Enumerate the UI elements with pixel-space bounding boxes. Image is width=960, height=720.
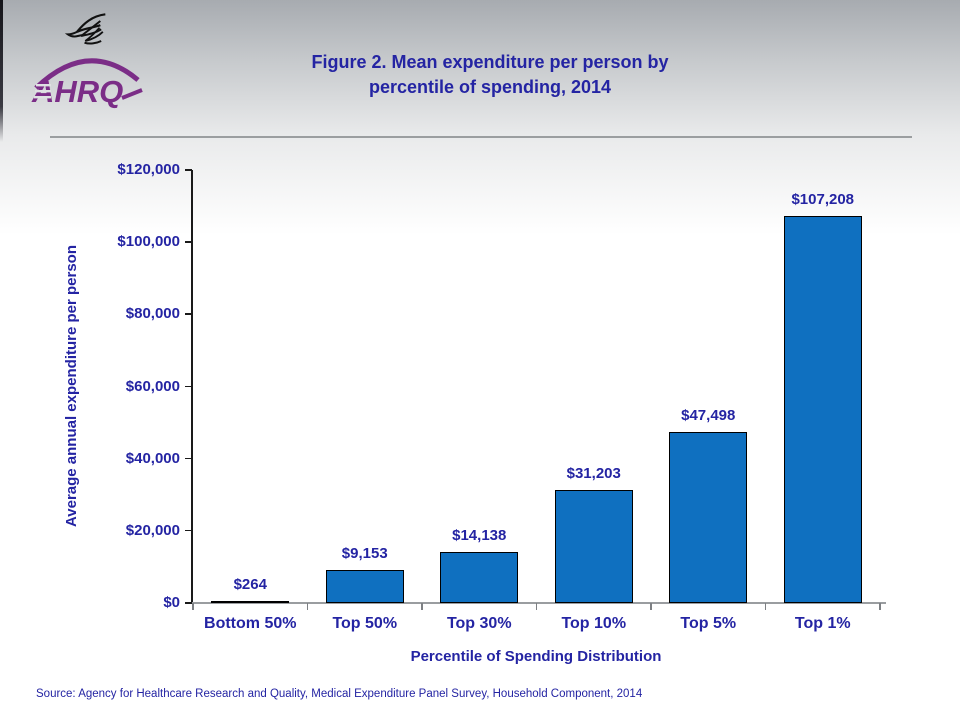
x-axis-title: Percentile of Spending Distribution <box>410 648 662 665</box>
x-axis-tick <box>879 603 881 610</box>
x-category-label: Top 50% <box>332 615 398 632</box>
hhs-eagle-icon <box>64 13 106 45</box>
x-axis-tick <box>192 603 194 610</box>
x-category-label: Top 1% <box>794 615 851 632</box>
y-tick-label: $100,000 <box>117 233 180 251</box>
source-note: Source: Agency for Healthcare Research a… <box>36 688 643 700</box>
bar-bottom-50- <box>211 601 290 603</box>
y-tick-label: $60,000 <box>125 377 180 395</box>
y-tick-label: $120,000 <box>117 161 180 178</box>
figure-title-line2: percentile of spending, 2014 <box>368 77 612 97</box>
x-axis-tick <box>650 603 652 610</box>
y-tick-label: $0 <box>163 594 180 611</box>
bar-top-1- <box>783 216 862 603</box>
bar-value-label: $14,138 <box>452 526 507 544</box>
left-edge-accent <box>0 0 3 142</box>
bar-top-50- <box>325 569 404 603</box>
x-axis-tick <box>535 603 537 610</box>
x-category-label: Top 5% <box>680 615 737 632</box>
bar-value-label: $107,208 <box>791 191 855 209</box>
x-category-label: Bottom 50% <box>204 615 297 632</box>
x-category-label: Top 10% <box>561 615 627 632</box>
y-axis-tick <box>185 385 192 387</box>
bar-top-10- <box>554 490 633 603</box>
bar-value-label: $31,203 <box>566 465 621 483</box>
y-axis-tick <box>185 529 192 532</box>
y-tick-label: $80,000 <box>125 305 180 323</box>
bar-value-label: $9,153 <box>341 544 388 562</box>
bar-value-label: $47,498 <box>681 406 736 424</box>
ahrq-logo: AHRQ <box>31 58 143 109</box>
y-axis-tick <box>185 457 192 460</box>
y-axis-tick <box>185 169 192 171</box>
y-axis-tick <box>185 241 192 243</box>
x-axis-tick <box>764 603 766 610</box>
y-axis-line <box>191 170 193 603</box>
x-axis-tick <box>421 603 423 610</box>
y-tick-label: $40,000 <box>125 449 180 467</box>
y-tick-label: $20,000 <box>125 521 180 539</box>
y-axis-tick <box>185 313 192 315</box>
figure-title-line1: Figure 2. Mean expenditure per person by <box>311 52 669 72</box>
header-divider <box>50 136 912 138</box>
bar-top-5- <box>669 431 748 603</box>
x-axis-tick <box>306 603 308 610</box>
bar-value-label: $264 <box>233 576 267 593</box>
x-axis-line <box>191 602 886 604</box>
y-axis-title: Average annual expenditure per person <box>63 244 80 528</box>
x-category-label: Top 30% <box>446 615 512 632</box>
figure-title: Figure 2. Mean expenditure per person by… <box>230 50 750 100</box>
y-axis-tick <box>185 602 192 604</box>
bar-top-30- <box>440 551 519 603</box>
